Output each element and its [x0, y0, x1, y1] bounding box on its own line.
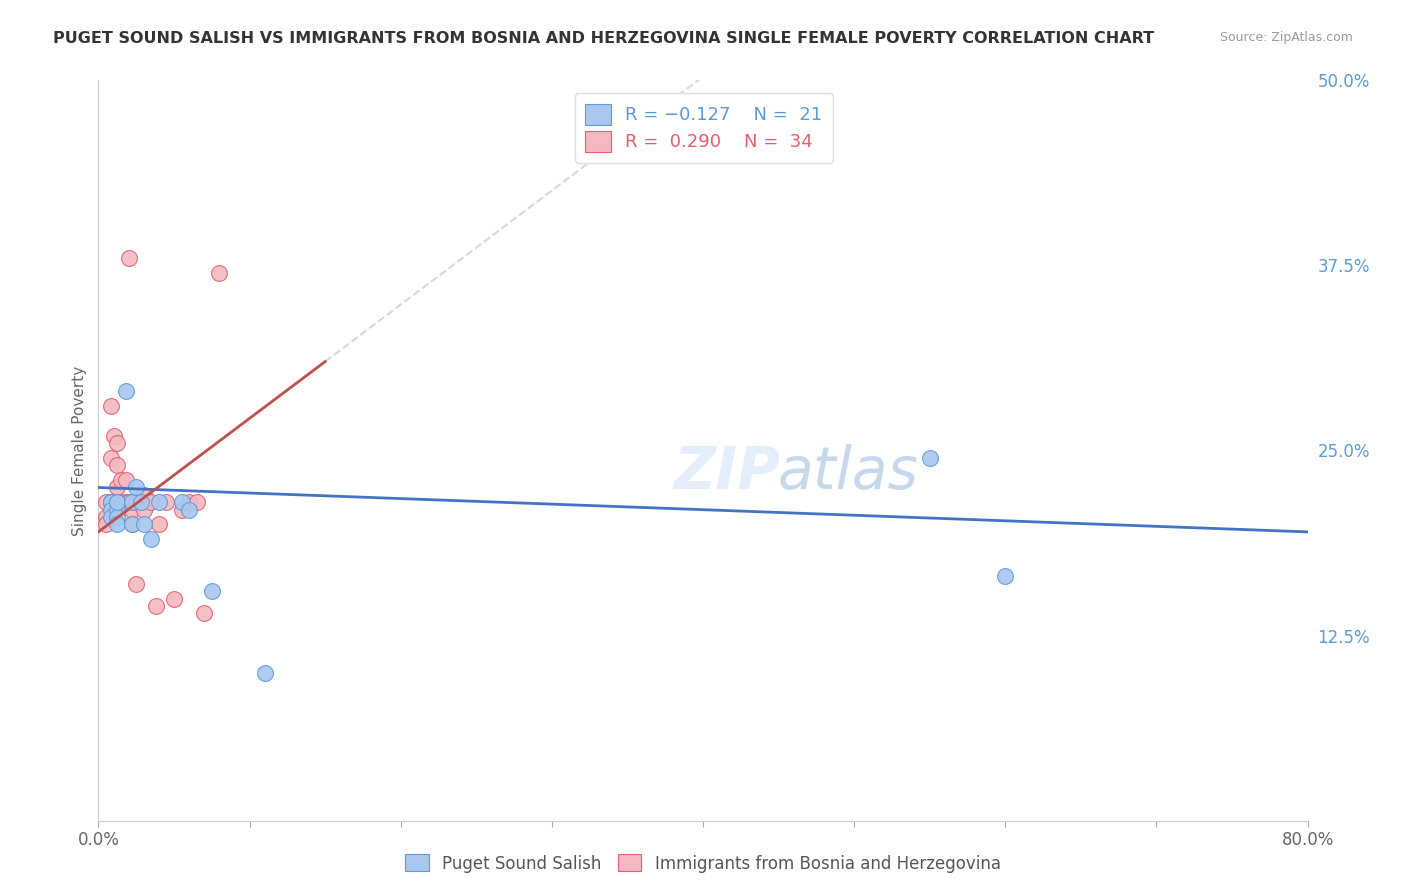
Y-axis label: Single Female Poverty: Single Female Poverty: [72, 366, 87, 535]
Point: [125, 495, 148, 509]
Point: [94, 495, 117, 509]
Point: [100, 399, 122, 413]
Point: [125, 480, 148, 494]
Point: [114, 473, 136, 487]
Point: [100, 495, 122, 509]
Point: [114, 495, 136, 509]
Text: ZIP: ZIP: [673, 444, 780, 501]
Point: [129, 495, 152, 509]
Point: [121, 502, 143, 516]
Point: [141, 533, 163, 547]
Point: [105, 458, 128, 473]
Point: [179, 502, 201, 516]
Point: [132, 517, 155, 532]
Point: [994, 569, 1017, 583]
Point: [103, 428, 125, 442]
Point: [94, 510, 117, 524]
Point: [163, 591, 186, 606]
Point: [110, 495, 132, 509]
Point: [186, 495, 208, 509]
Point: [105, 510, 128, 524]
Point: [105, 495, 128, 509]
Point: [121, 517, 143, 532]
Point: [100, 495, 122, 509]
Point: [105, 436, 128, 450]
Point: [100, 495, 122, 509]
Point: [129, 495, 152, 509]
Point: [121, 495, 143, 509]
Point: [179, 495, 201, 509]
Point: [132, 502, 155, 516]
Point: [114, 384, 136, 399]
Text: atlas: atlas: [778, 444, 918, 501]
Point: [201, 584, 224, 599]
Point: [105, 480, 128, 494]
Text: PUGET SOUND SALISH VS IMMIGRANTS FROM BOSNIA AND HERZEGOVINA SINGLE FEMALE POVER: PUGET SOUND SALISH VS IMMIGRANTS FROM BO…: [53, 31, 1154, 46]
Point: [121, 517, 143, 532]
Point: [132, 488, 155, 502]
Point: [148, 495, 170, 509]
Point: [110, 473, 132, 487]
Point: [118, 251, 141, 265]
Point: [94, 517, 117, 532]
Text: Source: ZipAtlas.com: Source: ZipAtlas.com: [1219, 31, 1353, 45]
Point: [100, 502, 122, 516]
Point: [118, 495, 141, 509]
Point: [100, 450, 122, 465]
Point: [100, 510, 122, 524]
Point: [103, 495, 125, 509]
Point: [148, 517, 170, 532]
Legend: Puget Sound Salish, Immigrants from Bosnia and Herzegovina: Puget Sound Salish, Immigrants from Bosn…: [399, 847, 1007, 880]
Point: [155, 495, 177, 509]
Point: [105, 517, 128, 532]
Point: [918, 450, 941, 465]
Point: [253, 665, 276, 680]
Point: [193, 607, 215, 621]
Point: [170, 495, 193, 509]
Point: [105, 502, 128, 516]
Point: [105, 495, 128, 509]
Point: [141, 495, 163, 509]
Point: [170, 502, 193, 516]
Point: [208, 266, 231, 280]
Point: [125, 576, 148, 591]
Point: [145, 599, 167, 613]
Legend: R = −0.127    N =  21, R =  0.290    N =  34: R = −0.127 N = 21, R = 0.290 N = 34: [575, 93, 832, 162]
